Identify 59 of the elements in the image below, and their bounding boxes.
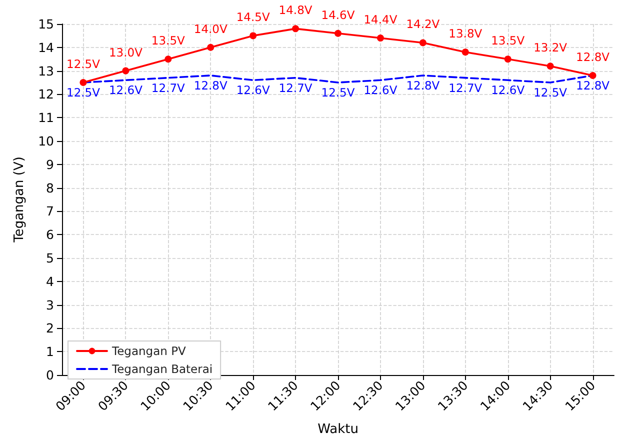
point	[250, 32, 257, 40]
point	[292, 25, 300, 32]
data-label: 12.5V	[534, 86, 568, 100]
y-tick-label: 14	[38, 40, 54, 55]
point	[122, 67, 130, 74]
data-label: 13.5V	[491, 34, 525, 48]
data-label: 12.6V	[491, 83, 525, 98]
point	[462, 48, 469, 56]
y-axis-title: Tegangan (V)	[12, 156, 27, 244]
data-label: 12.8V	[194, 78, 228, 92]
point	[504, 56, 512, 63]
y-tick-label: 2	[46, 320, 54, 336]
data-label: 12.8V	[406, 78, 440, 92]
point	[419, 39, 426, 46]
y-tick-label: 12	[38, 86, 54, 102]
point	[207, 44, 214, 51]
y-tick-label: 4	[46, 274, 54, 289]
data-label: 12.7V	[278, 80, 312, 95]
y-tick-label: 5	[46, 250, 54, 266]
data-label: 12.8V	[576, 50, 610, 64]
y-tick-label: 11	[38, 110, 54, 126]
data-label: 14.5V	[236, 10, 270, 24]
y-tick-label: 3	[46, 297, 54, 312]
data-label: 13.0V	[108, 45, 143, 60]
y-tick-label: 13	[38, 63, 54, 78]
data-label: 12.7V	[151, 80, 186, 95]
x-axis-title: Waktu	[318, 422, 358, 437]
point	[164, 56, 172, 63]
data-label: 12.6V	[236, 83, 270, 98]
y-tick-label: 10	[38, 134, 54, 148]
y-tick-label: 6	[46, 227, 54, 242]
data-label: 13.8V	[448, 26, 482, 41]
data-label: 14.6V	[321, 8, 355, 22]
data-label: 14.0V	[194, 22, 228, 36]
data-label: 14.4V	[364, 12, 398, 27]
point	[80, 79, 87, 86]
legend-label: Tegangan PV	[111, 344, 186, 358]
data-label: 14.2V	[406, 17, 440, 32]
data-label: 12.6V	[108, 83, 143, 98]
y-tick-label: 8	[46, 180, 54, 196]
y-tick-label: 9	[46, 156, 54, 172]
data-label: 14.8V	[278, 3, 312, 18]
data-label: 12.5V	[321, 86, 355, 100]
data-label: 13.2V	[534, 40, 568, 55]
y-tick-label: 7	[46, 204, 54, 219]
point	[546, 62, 554, 70]
data-label: 12.8V	[576, 78, 610, 92]
point	[589, 72, 596, 79]
data-label: 12.6V	[364, 83, 398, 98]
data-label: 12.5V	[66, 57, 100, 71]
y-tick-label: 0	[46, 368, 54, 382]
y-tick-label: 15	[38, 16, 54, 32]
y-tick-label: 1	[46, 344, 54, 360]
data-label: 13.5V	[151, 34, 186, 48]
legend-label: Tegangan Baterai	[111, 362, 213, 376]
data-label: 12.7V	[448, 80, 482, 95]
data-label: 12.5V	[66, 86, 100, 100]
point	[334, 30, 342, 37]
point	[376, 34, 384, 42]
